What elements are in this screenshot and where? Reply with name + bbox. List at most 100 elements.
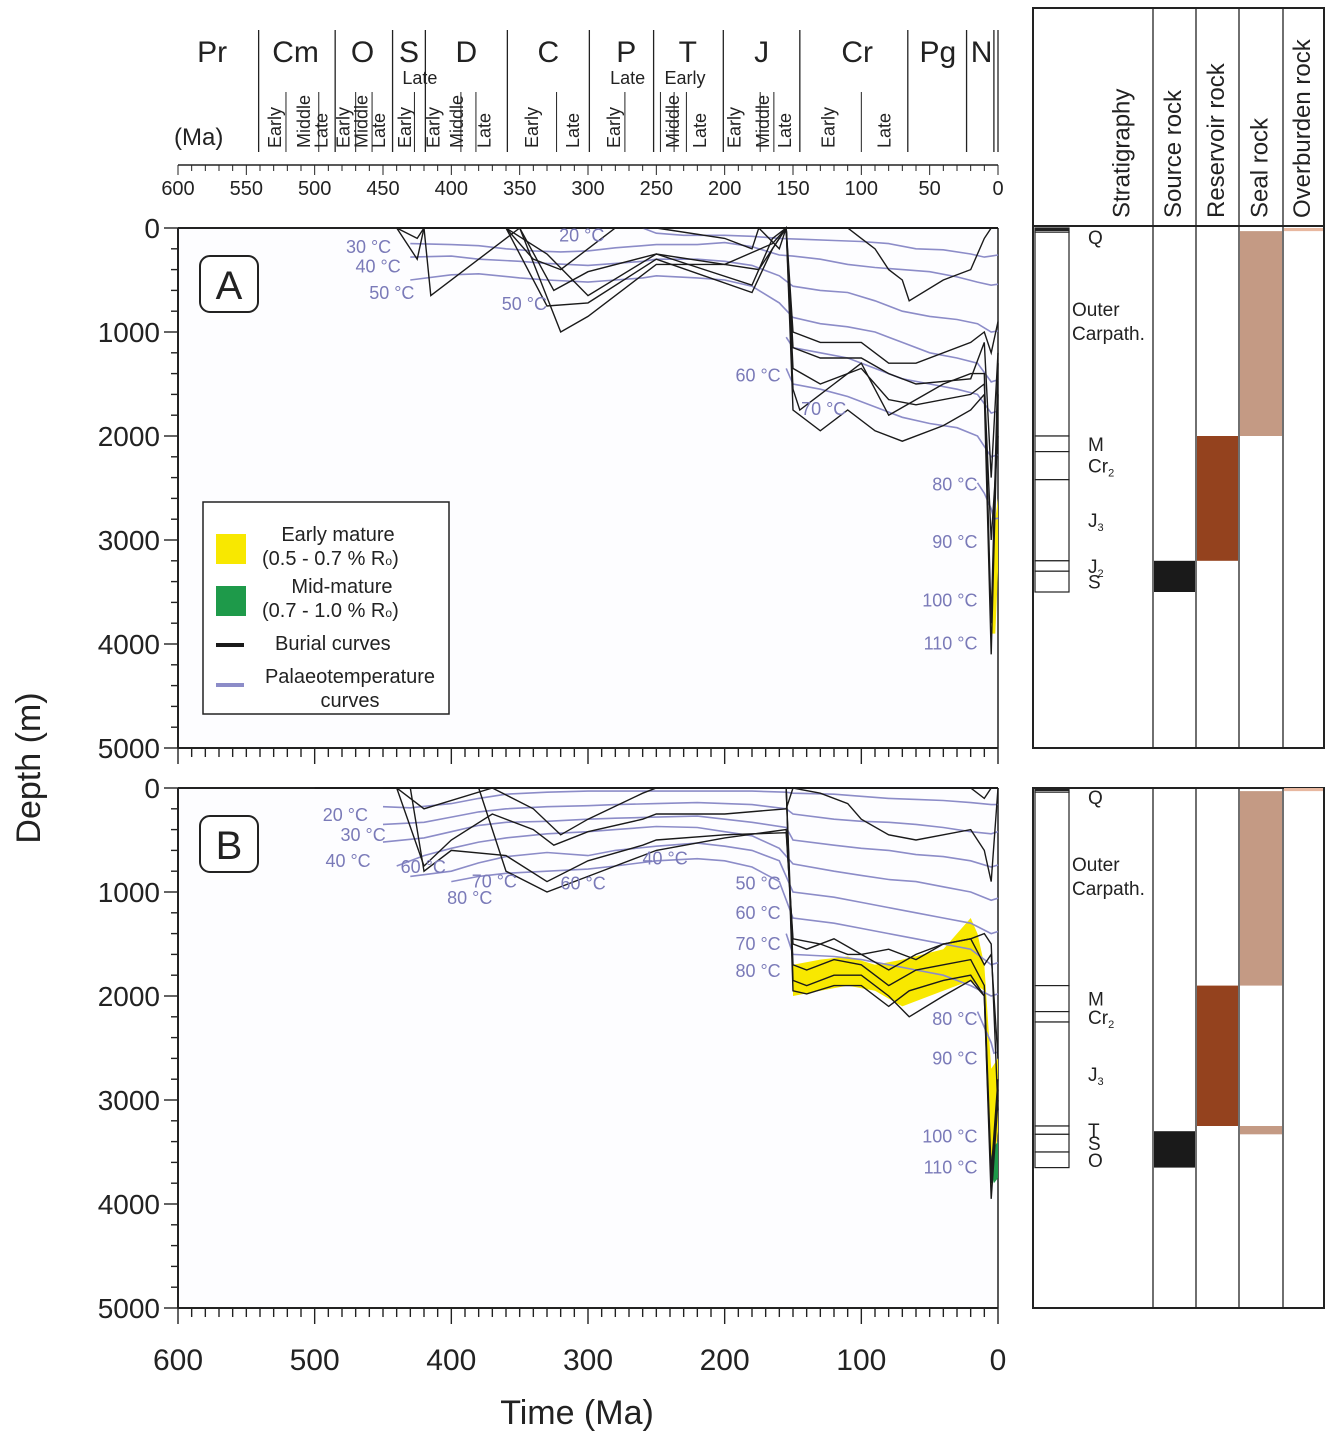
temperature-label: 40 °C [643, 849, 688, 869]
period-label: O [351, 36, 374, 69]
temperature-label: 80 °C [447, 888, 492, 908]
temperature-label: 70 °C [735, 934, 780, 954]
strat-unit-box [1034, 560, 1070, 572]
column-header: Overburden rock [1289, 38, 1316, 218]
burial-curve [396, 226, 998, 302]
x-axis-tick-label: 400 [426, 1344, 476, 1377]
strat-unit-box [1034, 984, 1070, 1013]
strat-unit-label: O [1088, 1151, 1103, 1172]
epoch-label: Middle [351, 95, 371, 148]
strat-unit-label: Cr2 [1088, 1008, 1114, 1031]
top-axis-tick-label: 300 [571, 178, 604, 200]
strat-unit-label: Outer [1072, 855, 1120, 876]
top-axis-tick-label: 600 [161, 178, 194, 200]
seal-rock-bar [1240, 1126, 1282, 1135]
period-label: D [456, 36, 478, 69]
ma-unit-label: (Ma) [174, 124, 223, 151]
epoch-label-horizontal: Late [402, 68, 437, 88]
burial-curve [785, 227, 999, 624]
epoch-label: Early [424, 107, 444, 148]
temperature-label: 100 °C [922, 1126, 977, 1146]
period-label: J [754, 36, 769, 69]
strat-unit-label: T [1088, 1121, 1100, 1142]
legend-sublabel: (0.5 - 0.7 % Ro) [262, 548, 399, 570]
period-label: T [679, 36, 697, 69]
temperature-label: 60 °C [735, 903, 780, 923]
y-axis-tick-label: 3000 [98, 525, 160, 556]
temperature-label: 70 °C [801, 399, 846, 419]
y-axis-tick-label: 0 [144, 773, 160, 804]
axes: 0100020003000400050000100020003000400050… [10, 213, 1006, 1432]
strat-unit-box [1034, 1010, 1070, 1023]
top-axis-tick-label: 500 [298, 178, 331, 200]
strat-unit-box [1034, 1151, 1070, 1169]
epoch-label: Early [522, 107, 542, 148]
burial-curve [430, 226, 999, 541]
strat-unit-label: S [1088, 1134, 1101, 1155]
strat-unit-label: Carpath. [1072, 324, 1145, 345]
temperature-label: 30 °C [340, 825, 385, 845]
panel-b: 20 °C30 °C 40 °C 60 °C 70 °C 80 °C 60 °C 40 °C… [178, 787, 999, 1308]
panel-letter: B [216, 824, 243, 868]
temperature-label: 40 °C [356, 256, 401, 276]
seal-rock-bar [1240, 791, 1282, 986]
strat-unit-label: Carpath. [1072, 879, 1145, 900]
petroleum-system-columns: Stratigraphy Source rock Reservoir rock Sea… [1032, 7, 1325, 1309]
legend-swatch-mid-mature [216, 586, 246, 616]
strat-unit-label: Cr2 [1088, 457, 1114, 480]
top-axis-tick-label: 50 [919, 178, 941, 200]
x-axis-tick-label: 200 [700, 1344, 750, 1377]
palaeotemperature-curve [451, 857, 999, 966]
strat-top-bar [1035, 788, 1069, 791]
epoch-label: Early [265, 107, 285, 148]
epoch-label: Early [604, 107, 624, 148]
y-axis-tick-label: 2000 [98, 981, 160, 1012]
top-axis-tick-label: 450 [366, 178, 399, 200]
top-axis-tick-label: 100 [845, 178, 878, 200]
strat-unit-box [1034, 1021, 1070, 1127]
y-axis-tick-label: 0 [144, 213, 160, 244]
plot-area [178, 788, 998, 1308]
epoch-label: Middle [447, 95, 467, 148]
x-axis-tick-label: 500 [290, 1344, 340, 1377]
palaeotemperature-curve [382, 815, 999, 868]
x-axis-tick-label: 0 [990, 1344, 1007, 1377]
epoch-label: Late [775, 113, 795, 148]
early-mature-zone [793, 918, 998, 1194]
strat-unit-label: M [1088, 990, 1104, 1011]
x-axis-title: Time (Ma) [500, 1394, 654, 1432]
strat-unit-box [1034, 231, 1070, 437]
palaeotemperature-curve [382, 790, 998, 809]
panel-letter-box [199, 255, 259, 313]
y-axis-title: Depth (m) [10, 692, 48, 843]
temperature-label: 40 °C [325, 851, 370, 871]
top-axis-tick-label: 400 [435, 178, 468, 200]
x-axis-tick-label: 600 [153, 1344, 203, 1377]
burial-curve [785, 787, 999, 1184]
column-header: Reservoir rock [1203, 62, 1230, 218]
epoch-label: Late [875, 113, 895, 148]
x-axis-tick-label: 100 [836, 1344, 886, 1377]
palaeotemperature-curve [785, 368, 999, 458]
y-axis-tick-label: 5000 [98, 733, 160, 764]
strat-unit-box [1034, 570, 1070, 593]
temperature-label: 100 °C [922, 590, 977, 610]
temperature-label: 60 °C [561, 874, 606, 894]
source-rock-bar [1154, 560, 1195, 592]
burial-curve [383, 787, 998, 836]
temperature-label: 90 °C [932, 532, 977, 552]
palaeotemperature-curve [410, 842, 999, 935]
top-axis-tick-label: 200 [708, 178, 741, 200]
temperature-label: 20 °C [323, 805, 368, 825]
epoch-label: Late [312, 113, 332, 148]
y-axis-tick-label: 3000 [98, 1085, 160, 1116]
epoch-label: Middle [753, 95, 773, 148]
column-header: Source rock [1160, 89, 1187, 218]
top-axis-tick-label: 150 [776, 178, 809, 200]
reservoir-rock-bar [1197, 436, 1238, 561]
temperature-label: 90 °C [932, 1048, 977, 1068]
legend-label: Early mature [281, 524, 394, 546]
epoch-label: Early [333, 107, 353, 148]
epoch-label-horizontal: Late [610, 68, 645, 88]
strat-unit-box [1034, 1125, 1070, 1135]
